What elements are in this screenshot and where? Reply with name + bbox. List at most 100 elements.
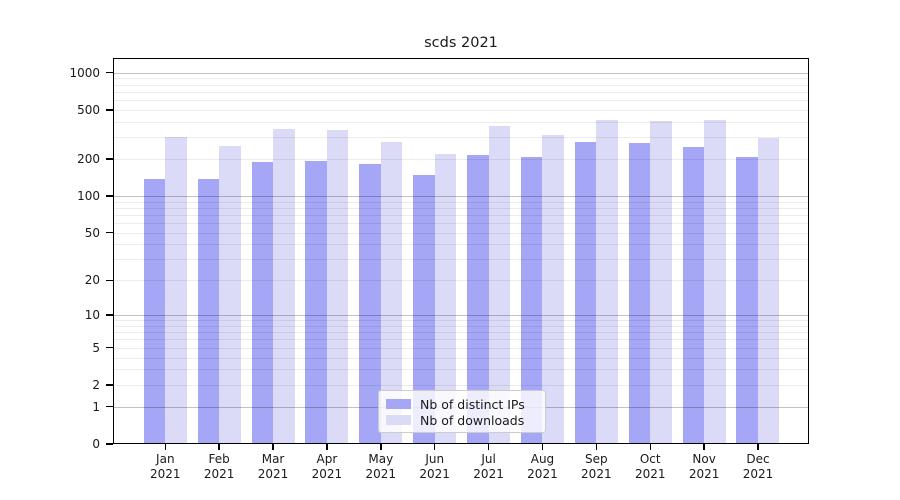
x-tick-mark-oct bbox=[649, 444, 651, 450]
gridline-major-10 bbox=[113, 315, 809, 317]
bar-distinct-ips-jun bbox=[413, 174, 435, 444]
bar-distinct-ips-apr bbox=[305, 161, 327, 444]
bar-downloads-apr bbox=[326, 129, 349, 444]
bar-downloads-oct bbox=[650, 120, 672, 444]
bar-distinct-ips-mar bbox=[251, 161, 274, 444]
x-tick-mark-jun bbox=[434, 444, 436, 450]
x-tick-mark-jan bbox=[164, 444, 166, 450]
x-tick-year: 2021 bbox=[419, 467, 450, 481]
legend: Nb of distinct IPs Nb of downloads bbox=[378, 390, 546, 433]
x-tick-year: 2021 bbox=[688, 467, 720, 481]
gridline-minor-900 bbox=[113, 78, 809, 80]
gridline-minor-90 bbox=[113, 201, 809, 203]
x-tick-label-apr: Apr 2021 bbox=[295, 452, 359, 482]
x-tick-mark-mar bbox=[272, 444, 274, 450]
legend-swatch-distinct-ips bbox=[386, 399, 411, 409]
gridline-minor-20 bbox=[113, 280, 809, 282]
x-tick-year: 2021 bbox=[581, 467, 612, 481]
bar-distinct-ips-feb bbox=[197, 178, 220, 444]
bar-distinct-ips-nov bbox=[682, 146, 705, 444]
gridline-minor-70 bbox=[113, 214, 809, 216]
y-tick-label-100: 100 bbox=[77, 188, 100, 203]
gridline-minor-2 bbox=[113, 384, 809, 386]
gridline-minor-200 bbox=[113, 158, 809, 160]
y-tick-label-50: 50 bbox=[84, 225, 100, 240]
x-tick-label-sep: Sep 2021 bbox=[564, 452, 628, 482]
y-tick-mark-0 bbox=[106, 443, 113, 445]
bar-downloads-jun bbox=[434, 154, 457, 444]
y-tick-mark-200 bbox=[106, 158, 113, 160]
bar-distinct-ips-sep bbox=[574, 142, 597, 444]
bar-downloads-feb bbox=[219, 146, 241, 444]
bar-distinct-ips-jul bbox=[467, 155, 489, 444]
x-tick-year: 2021 bbox=[203, 467, 235, 481]
gridline-minor-3 bbox=[113, 369, 809, 371]
bar-downloads-sep bbox=[596, 119, 618, 444]
x-tick-year: 2021 bbox=[527, 467, 558, 481]
x-tick-month: May bbox=[368, 452, 394, 466]
gridline-minor-8 bbox=[113, 325, 809, 327]
gridline-minor-80 bbox=[113, 207, 809, 209]
bar-downloads-nov bbox=[704, 120, 726, 444]
gridline-minor-4 bbox=[113, 357, 809, 359]
gridline-minor-800 bbox=[113, 84, 809, 86]
chart-title: scds 2021 bbox=[424, 35, 498, 51]
x-tick-label-dec: Dec 2021 bbox=[726, 452, 790, 482]
y-tick-label-10: 10 bbox=[84, 308, 100, 323]
x-tick-month: Mar bbox=[261, 452, 285, 466]
x-tick-month: Jun bbox=[425, 452, 445, 466]
x-tick-mark-may bbox=[380, 444, 382, 450]
legend-swatch-downloads bbox=[386, 415, 411, 425]
x-tick-label-jan: Jan 2021 bbox=[133, 452, 197, 482]
x-tick-year: 2021 bbox=[257, 467, 289, 481]
y-tick-mark-10 bbox=[106, 314, 113, 316]
x-tick-mark-apr bbox=[326, 444, 328, 450]
gridline-major-1000 bbox=[113, 72, 809, 74]
gridline-minor-700 bbox=[113, 91, 809, 93]
y-tick-label-500: 500 bbox=[77, 102, 100, 117]
gridline-minor-400 bbox=[113, 121, 809, 123]
x-tick-month: Feb bbox=[208, 452, 230, 466]
gridline-minor-40 bbox=[113, 244, 809, 246]
x-tick-label-feb: Feb 2021 bbox=[187, 452, 251, 482]
x-tick-mark-nov bbox=[703, 444, 705, 450]
y-tick-mark-100 bbox=[106, 195, 113, 197]
x-tick-label-jun: Jun 2021 bbox=[403, 452, 467, 482]
gridline-minor-600 bbox=[113, 100, 809, 102]
legend-item-distinct-ips: Nb of distinct IPs bbox=[386, 397, 537, 411]
y-tick-label-1000: 1000 bbox=[69, 65, 100, 80]
x-tick-month: Nov bbox=[692, 452, 716, 466]
gridline-minor-60 bbox=[113, 223, 809, 225]
gridline-minor-5 bbox=[113, 347, 809, 349]
x-tick-mark-sep bbox=[595, 444, 598, 450]
gridline-minor-6 bbox=[113, 339, 809, 341]
x-tick-label-nov: Nov 2021 bbox=[672, 452, 736, 482]
x-tick-mark-jul bbox=[487, 444, 490, 450]
y-tick-label-2: 2 bbox=[92, 377, 100, 392]
bar-distinct-ips-oct bbox=[628, 143, 651, 444]
y-tick-label-200: 200 bbox=[77, 151, 100, 166]
y-tick-mark-1 bbox=[106, 406, 113, 408]
bar-downloads-mar bbox=[273, 128, 295, 444]
x-tick-label-mar: Mar 2021 bbox=[241, 452, 305, 482]
x-tick-label-jul: Jul 2021 bbox=[457, 452, 521, 482]
gridline-major-100 bbox=[113, 195, 809, 197]
x-tick-month: Aug bbox=[530, 452, 555, 466]
bar-distinct-ips-jan bbox=[143, 178, 166, 444]
legend-item-downloads: Nb of downloads bbox=[386, 413, 537, 427]
y-tick-mark-50 bbox=[106, 231, 113, 234]
x-tick-label-may: May 2021 bbox=[349, 452, 413, 482]
bar-downloads-may bbox=[380, 141, 403, 444]
x-tick-label-aug: Aug 2021 bbox=[510, 452, 574, 482]
x-tick-mark-aug bbox=[541, 444, 544, 450]
y-tick-label-1: 1 bbox=[92, 399, 100, 414]
bar-distinct-ips-may bbox=[359, 164, 381, 444]
y-tick-mark-20 bbox=[106, 279, 113, 282]
x-tick-year: 2021 bbox=[742, 467, 774, 481]
x-tick-mark-feb bbox=[218, 444, 220, 450]
x-tick-year: 2021 bbox=[473, 467, 504, 481]
x-tick-year: 2021 bbox=[365, 467, 397, 481]
x-tick-month: Jul bbox=[481, 452, 496, 466]
gridline-minor-30 bbox=[113, 259, 809, 261]
